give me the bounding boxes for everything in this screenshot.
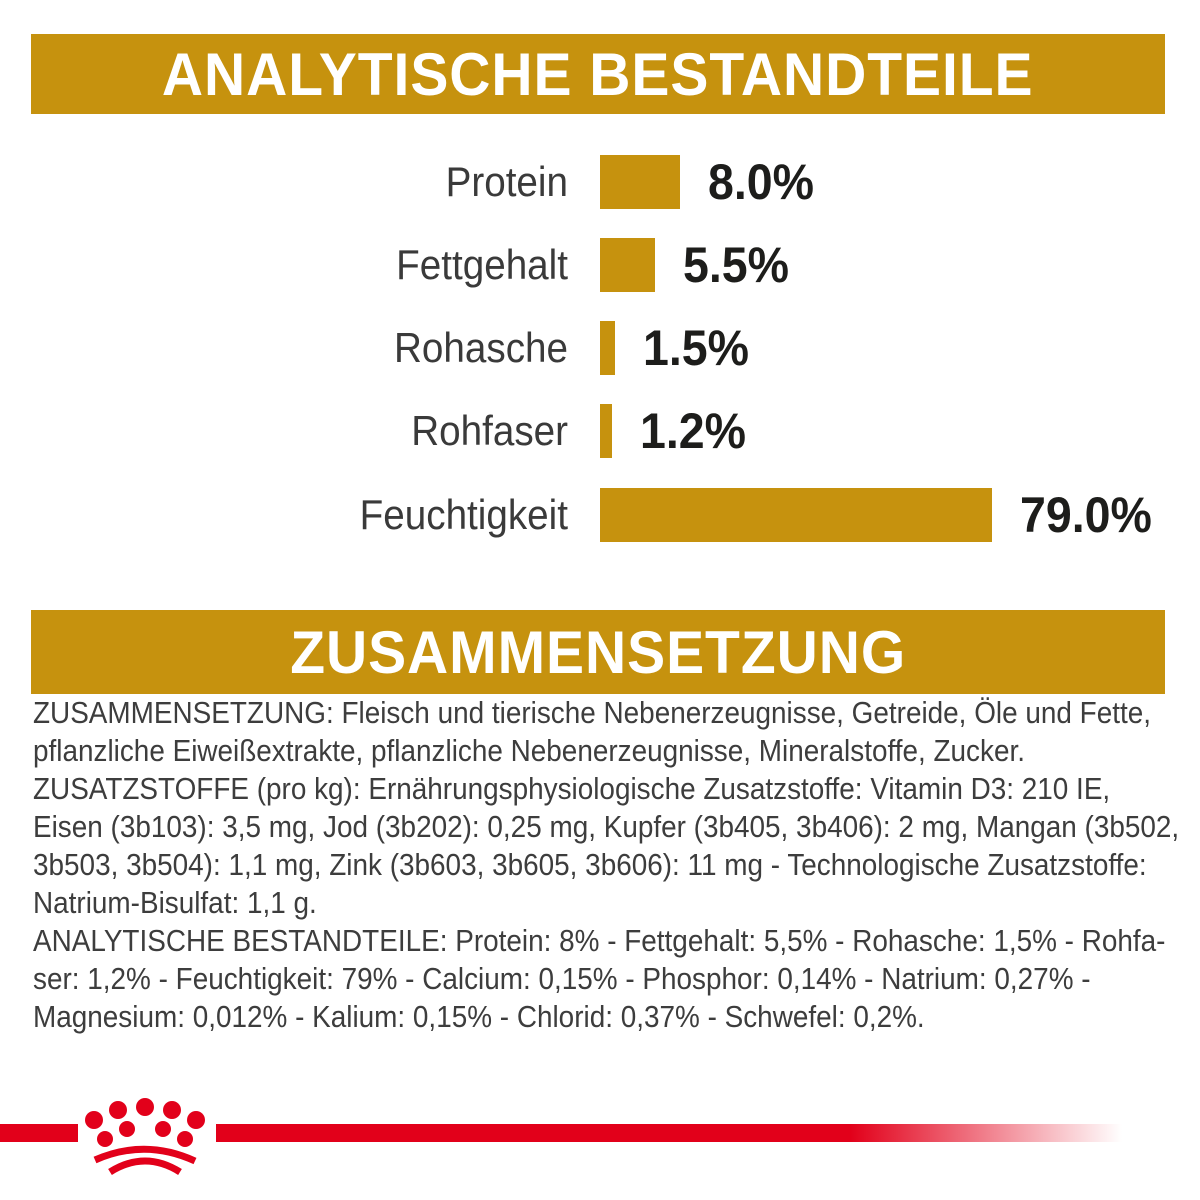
- bar-value: 1.5%: [643, 320, 749, 376]
- analytical-components-chart: Protein 8.0% Fettgehalt 5.5% Rohasche 1.…: [0, 154, 1200, 543]
- composition-header: ZUSAMMENSETZUNG: [31, 610, 1165, 694]
- chart-row-feuchtigkeit: Feuchtigkeit 79.0%: [0, 487, 1200, 543]
- bar-label: Feuchtigkeit: [359, 491, 568, 538]
- chart-row-rohfaser: Rohfaser 1.2%: [0, 403, 1200, 459]
- bar-label: Rohfaser: [411, 407, 568, 454]
- chart-row-rohasche: Rohasche 1.5%: [0, 320, 1200, 376]
- crown-dots: [85, 1098, 205, 1147]
- composition-text-block: ZUSAMMENSETZUNG: Fleisch und tierische N…: [33, 694, 1200, 1036]
- additives-paragraph: ZUSATZSTOFFE (pro kg): Ernährungsphysiol…: [33, 771, 1180, 920]
- bar-feuchtigkeit: [600, 488, 992, 542]
- analytical-components-title: ANALYTISCHE BESTANDTEILE: [162, 40, 1034, 108]
- bar-label: Rohasche: [394, 324, 568, 371]
- chart-row-fettgehalt: Fettgehalt 5.5%: [0, 237, 1200, 293]
- composition-title: ZUSAMMENSETZUNG: [290, 618, 906, 686]
- royal-canin-crown-logo: [85, 1098, 205, 1176]
- analytical-constituents-paragraph: ANALYTISCHE BESTANDTEILE: Protein: 8% - …: [33, 923, 1166, 1034]
- crown-arcs: [93, 1145, 197, 1176]
- bar-value: 5.5%: [683, 237, 789, 293]
- bar-rohfaser: [600, 404, 612, 458]
- composition-paragraph: ZUSAMMENSETZUNG: Fleisch und tierische N…: [33, 695, 1151, 768]
- chart-row-protein: Protein 8.0%: [0, 154, 1200, 210]
- bar-fettgehalt: [600, 238, 655, 292]
- footer-red-line-right-fading: [216, 1124, 1122, 1142]
- bar-protein: [600, 155, 680, 209]
- analytical-components-header: ANALYTISCHE BESTANDTEILE: [31, 34, 1165, 114]
- bar-value: 8.0%: [708, 154, 814, 210]
- bar-label: Protein: [445, 158, 568, 205]
- bar-rohasche: [600, 321, 615, 375]
- bar-value: 1.2%: [640, 403, 746, 459]
- bar-label: Fettgehalt: [396, 241, 568, 288]
- bar-value: 79.0%: [1020, 487, 1152, 543]
- footer-red-line-left: [0, 1124, 78, 1142]
